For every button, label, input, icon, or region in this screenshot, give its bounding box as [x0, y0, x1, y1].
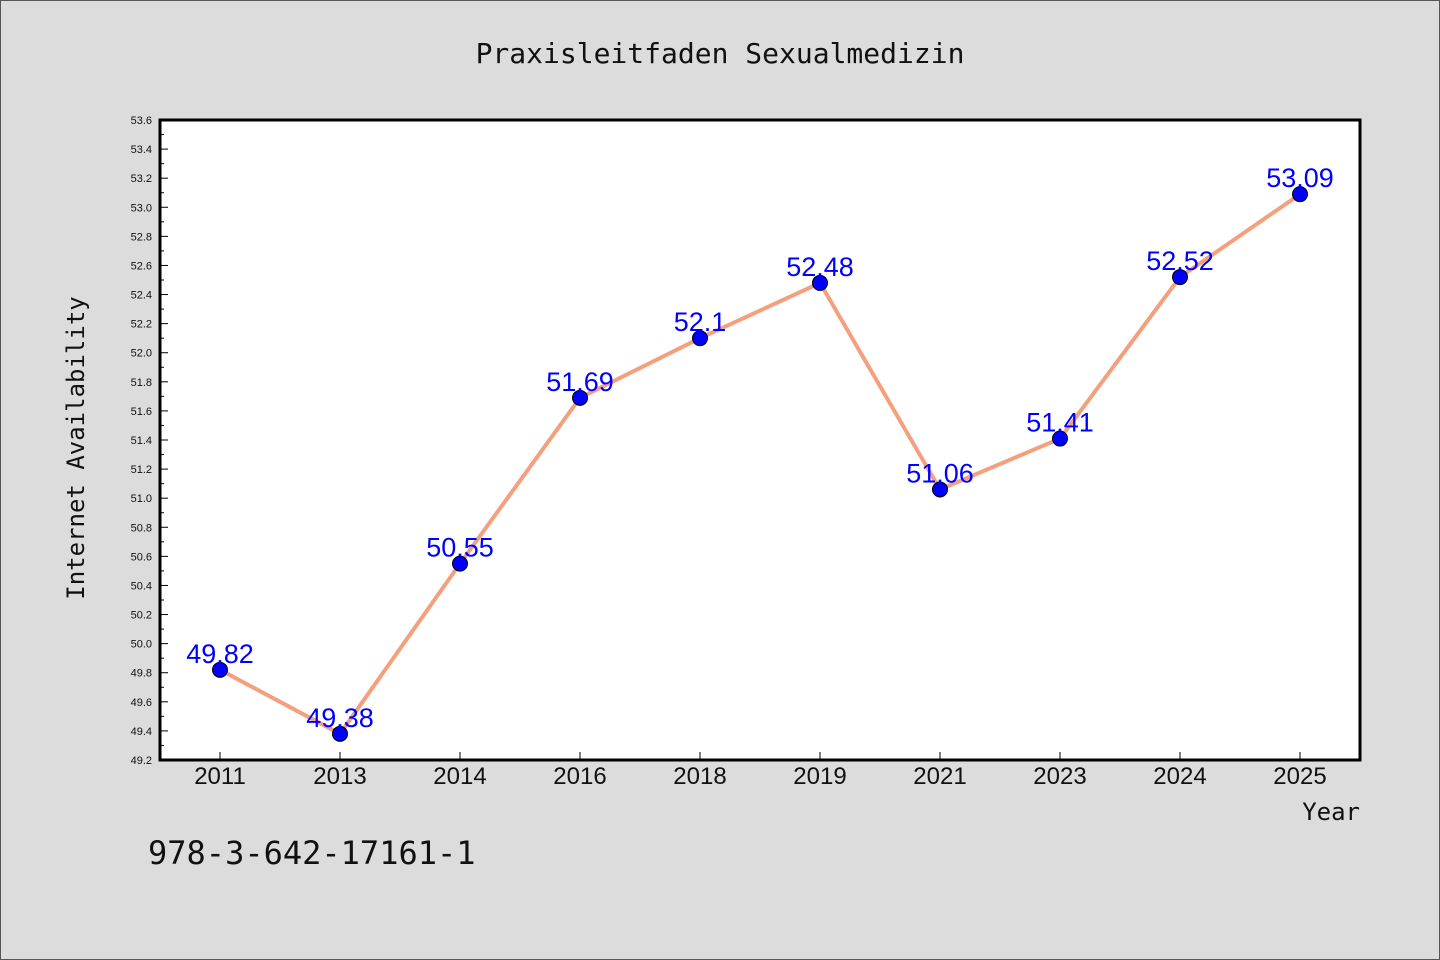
x-tick-label: 2018: [673, 763, 726, 790]
y-tick-label: 52.8: [131, 231, 152, 243]
data-point: [572, 389, 588, 406]
y-tick-label: 50.6: [131, 551, 152, 563]
x-tick-label: 2013: [313, 763, 366, 790]
y-tick-label: 53.0: [131, 202, 152, 214]
x-tick-label: 2014: [433, 763, 486, 790]
data-label-group: 49.82 49.38 50.55 51.69 52.1 52.48 51.06 51.41 5…: [186, 163, 1334, 733]
plot-area: [158, 118, 1362, 762]
data-point: [332, 725, 348, 742]
data-label: 51.06: [906, 458, 974, 488]
y-tick-label: 50.0: [131, 639, 152, 651]
y-tick-label: 53.2: [131, 173, 152, 185]
y-tick-label: 53.4: [131, 144, 152, 156]
y-tick-label: 49.8: [131, 668, 152, 680]
x-tick-label: 2016: [553, 763, 606, 790]
x-tick-label: 2023: [1033, 763, 1086, 790]
x-axis-label: Year: [1302, 798, 1360, 826]
x-tick-label: 2025: [1273, 763, 1326, 790]
data-label: 49.38: [306, 703, 374, 733]
data-label: 49.82: [186, 639, 254, 669]
x-tick-label: 2019: [793, 763, 846, 790]
data-point: [692, 330, 708, 347]
y-tick-label: 51.6: [131, 406, 152, 418]
data-point: [1292, 186, 1308, 203]
y-tick-label: 50.4: [131, 580, 152, 592]
data-label: 51.69: [546, 367, 614, 397]
y-tick-label: 52.2: [131, 319, 152, 331]
y-tick-label: 51.8: [131, 377, 152, 389]
y-tick-label: 51.0: [131, 493, 152, 505]
series-line: [219, 192, 1302, 736]
data-point: [452, 555, 468, 572]
x-axis: 2011 2013 2014 2016 2018 2019 2021 2023 2024 2025: [194, 752, 1327, 790]
data-label: 51.41: [1026, 408, 1094, 438]
y-tick-label: 50.8: [131, 522, 152, 534]
isbn-footnote: 978-3-642-17161-1: [148, 834, 476, 872]
y-tick-label: 49.2: [131, 755, 152, 767]
data-point: [812, 274, 828, 291]
y-tick-label: 52.0: [131, 348, 152, 360]
data-point: [212, 661, 228, 678]
data-label: 52.52: [1146, 246, 1214, 276]
data-label: 52.1: [674, 307, 727, 337]
x-tick-label: 2024: [1153, 763, 1206, 790]
data-label: 50.55: [426, 533, 494, 563]
y-tick-label: 51.2: [131, 464, 152, 476]
data-point: [1052, 430, 1068, 447]
x-tick-label: 2021: [913, 763, 966, 790]
y-tick-label: 51.4: [131, 435, 152, 447]
y-tick-label: 53.6: [131, 115, 152, 127]
y-tick-label: 52.6: [131, 260, 152, 272]
y-tick-label: 50.2: [131, 610, 152, 622]
y-tick-label: 49.4: [131, 726, 152, 738]
y-tick-label: 52.4: [131, 290, 152, 302]
y-axis: 49.2 49.4 49.6 49.8 50.0 50.2 50.4 50.6 50.8 51.0…: [131, 115, 168, 767]
chart-title: Praxisleitfaden Sexualmedizin: [476, 37, 965, 70]
y-tick-label: 49.6: [131, 697, 152, 709]
series-group: [212, 186, 1308, 742]
x-tick-label: 2011: [194, 763, 246, 790]
data-point: [1172, 269, 1188, 286]
data-point: [932, 481, 948, 498]
y-axis-label: Internet Availability: [62, 296, 90, 599]
data-label: 53.09: [1266, 163, 1334, 193]
data-label: 52.48: [786, 252, 854, 282]
